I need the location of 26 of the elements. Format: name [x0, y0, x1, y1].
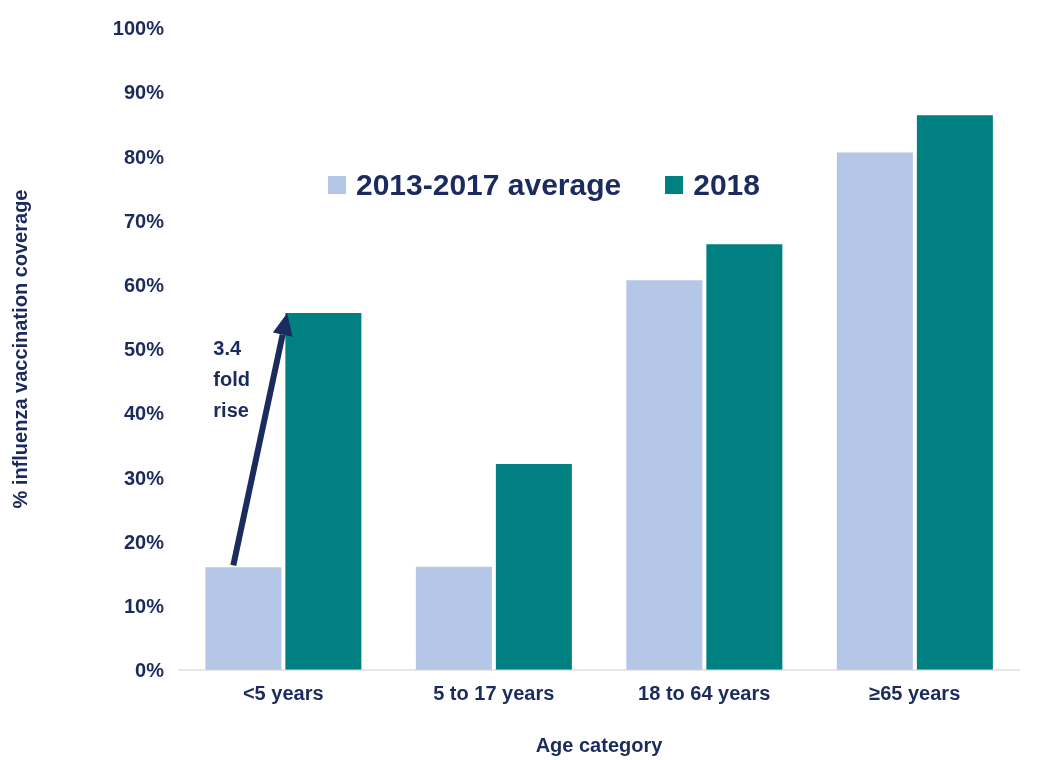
bar [626, 280, 703, 670]
x-tick-label: ≥65 years [869, 682, 961, 705]
x-tick-label: 18 to 64 years [638, 682, 771, 705]
y-tick-label: 100% [112, 17, 165, 40]
legend-label: 2013-2017 average [356, 168, 622, 202]
y-tick-label: 70% [123, 209, 165, 232]
x-tick-label: 5 to 17 years [433, 682, 555, 705]
x-axis-title: Age category [535, 734, 664, 756]
annotation: 3.4 fold rise [213, 336, 250, 424]
y-tick-label: 50% [123, 338, 165, 361]
y-tick-label: 0% [135, 659, 165, 682]
x-tick-label: <5 years [242, 682, 324, 705]
bar [415, 566, 492, 670]
y-tick-label: 30% [123, 466, 165, 489]
legend-label: 2018 [693, 168, 760, 202]
y-tick-label: 20% [123, 530, 165, 553]
bar [495, 463, 572, 670]
y-axis-title: % influenza vaccination coverage [9, 189, 32, 509]
bar [706, 244, 783, 670]
y-tick-label: 40% [123, 402, 165, 425]
bar [836, 152, 913, 670]
y-tick-label: 60% [123, 273, 165, 296]
y-tick-label: 90% [123, 81, 165, 104]
bar [916, 115, 993, 670]
y-tick-label: 80% [123, 145, 165, 168]
y-tick-label: 10% [123, 594, 165, 617]
